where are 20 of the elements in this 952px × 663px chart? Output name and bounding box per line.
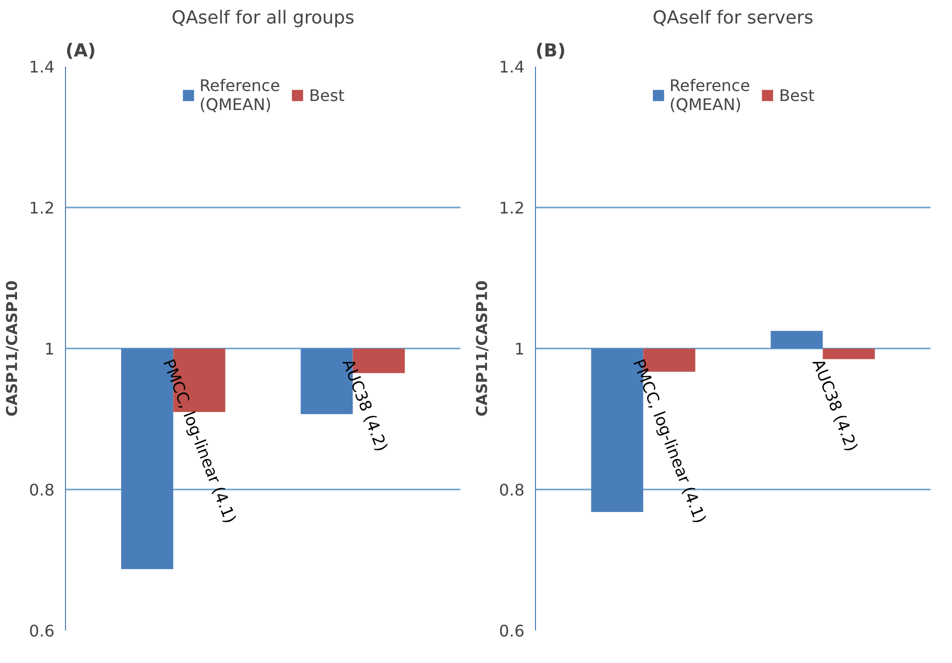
chart-title: QAself for all groups xyxy=(172,8,354,28)
y-tick-label: 1.2 xyxy=(29,198,55,218)
y-tick-label: 1 xyxy=(514,340,525,358)
legend-label: Reference (QMEAN) xyxy=(669,76,750,114)
y-tick-label: 1.2 xyxy=(499,198,525,218)
y-axis-title: CASP11/CASP10 xyxy=(3,280,22,417)
text: (A) xyxy=(66,40,96,62)
y-tick-label: 1.4 xyxy=(29,58,55,76)
y-tick-label: 0.6 xyxy=(29,622,55,640)
chart-title: QAself for servers xyxy=(652,8,814,28)
y-axis-title: CASP11/CASP10 xyxy=(473,280,492,417)
y-tick-label: 0.6 xyxy=(499,622,525,640)
text: (B) xyxy=(536,40,566,62)
legend-label: Reference (QMEAN) xyxy=(199,76,280,114)
y-tick-label: 0.8 xyxy=(499,480,525,500)
y-tick-label: 1.4 xyxy=(499,58,525,76)
y-tick-label: 1 xyxy=(44,340,55,358)
legend-label: Best xyxy=(309,86,345,104)
y-tick-label: 0.8 xyxy=(29,480,55,500)
legend-label: Best xyxy=(779,86,815,104)
